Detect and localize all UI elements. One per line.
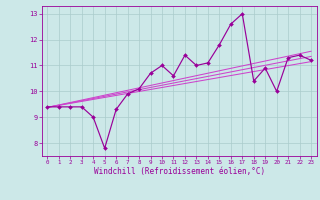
X-axis label: Windchill (Refroidissement éolien,°C): Windchill (Refroidissement éolien,°C) (94, 167, 265, 176)
